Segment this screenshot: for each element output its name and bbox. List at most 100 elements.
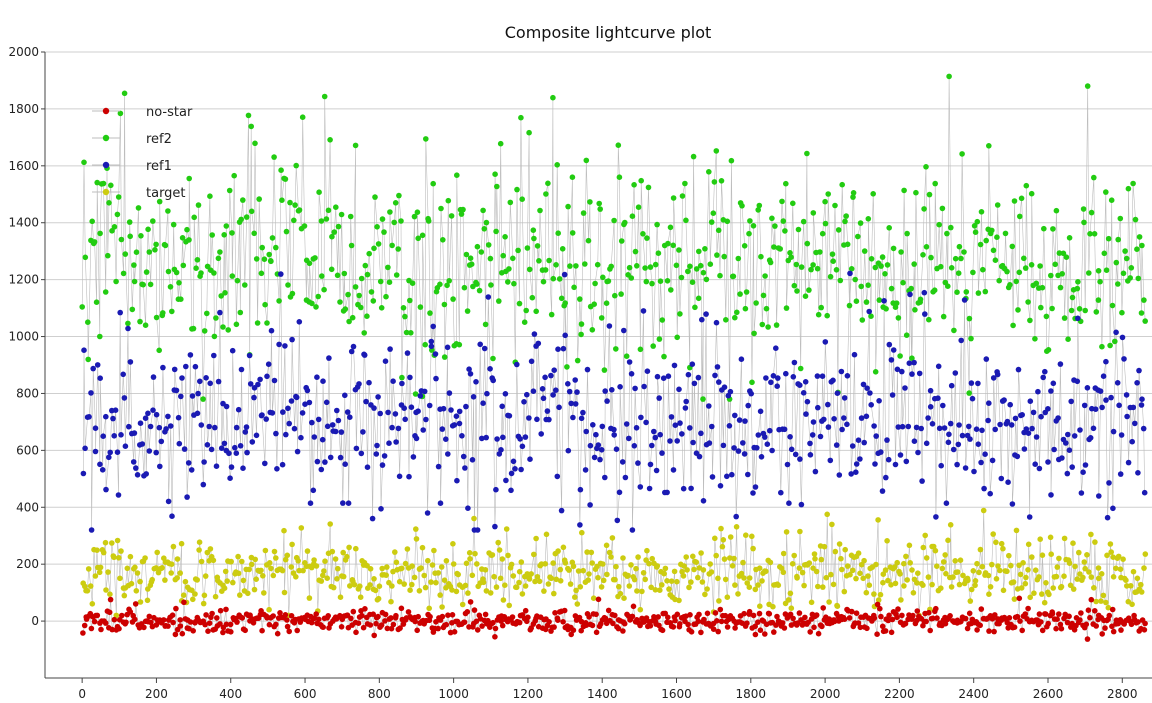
y-tick-label: 1200	[8, 273, 39, 287]
data-point-ref2	[243, 214, 250, 220]
data-point-target	[595, 574, 601, 581]
data-point-target	[901, 583, 907, 589]
data-point-ref2	[93, 299, 100, 306]
data-point-ref1	[609, 387, 615, 393]
data-point-ref1	[691, 380, 698, 387]
x-tick-label: 1600	[661, 687, 692, 701]
data-point-ref1	[171, 366, 178, 373]
data-point-ref1	[324, 423, 331, 430]
data-point-ref1	[990, 375, 997, 381]
data-point-target	[718, 525, 724, 532]
data-point-target	[499, 556, 506, 562]
data-point-ref1	[107, 449, 113, 456]
data-point-ref1	[981, 485, 987, 492]
data-point-ref1	[238, 366, 245, 373]
data-point-ref1	[264, 373, 270, 380]
data-point-ref2	[848, 266, 855, 272]
data-point-ref2	[587, 199, 593, 205]
data-point-no-star	[294, 627, 301, 634]
data-point-ref2	[700, 396, 706, 402]
data-point-target	[288, 564, 295, 570]
data-point-ref1	[940, 402, 946, 409]
data-point-ref1	[879, 488, 886, 494]
data-point-ref2	[970, 269, 976, 276]
data-point-target	[894, 559, 900, 566]
data-point-ref2	[223, 223, 230, 229]
data-point-ref1	[114, 449, 121, 456]
y-tick-label: 1600	[8, 159, 39, 173]
data-point-ref1	[800, 390, 807, 396]
data-point-no-star	[621, 620, 628, 627]
data-point-target	[266, 606, 272, 613]
data-point-ref2	[273, 244, 279, 251]
data-point-ref1	[987, 490, 993, 497]
data-point-no-star	[714, 618, 720, 624]
data-point-ref1	[1068, 398, 1074, 405]
data-point-ref2	[289, 290, 296, 297]
data-point-ref1	[387, 346, 393, 352]
data-point-ref1	[1045, 406, 1051, 412]
data-point-no-star	[615, 625, 622, 632]
data-point-target	[137, 599, 144, 605]
data-point-ref2	[556, 276, 563, 282]
data-point-ref1	[962, 465, 969, 471]
data-point-target	[113, 612, 120, 619]
data-point-ref1	[633, 425, 640, 431]
data-point-ref2	[659, 317, 666, 323]
data-point-no-star	[259, 627, 265, 634]
data-point-ref1	[544, 408, 551, 414]
data-point-no-star	[146, 613, 153, 620]
data-point-target	[948, 584, 955, 590]
data-point-ref1	[778, 489, 784, 496]
data-point-target	[808, 599, 815, 606]
data-point-target	[298, 525, 305, 531]
data-point-no-star	[712, 610, 719, 616]
data-point-ref2	[883, 306, 889, 312]
data-point-target	[970, 568, 977, 574]
data-point-ref1	[249, 439, 256, 445]
data-point-ref2	[1041, 225, 1047, 232]
data-point-ref2	[217, 249, 223, 255]
data-point-ref2	[665, 240, 671, 247]
data-point-no-star	[846, 615, 853, 621]
data-point-ref2	[102, 289, 109, 295]
data-point-target	[612, 576, 618, 583]
data-point-ref1	[1019, 412, 1025, 418]
data-point-ref1	[150, 407, 156, 414]
data-point-ref2	[152, 247, 158, 253]
data-point-target	[1016, 562, 1022, 569]
data-point-target	[284, 552, 291, 559]
data-point-ref1	[568, 400, 574, 407]
data-point-ref1	[401, 405, 408, 412]
data-point-target	[796, 565, 803, 571]
data-point-ref1	[729, 471, 735, 478]
data-point-ref1	[919, 478, 925, 484]
data-point-target	[789, 561, 796, 567]
data-point-ref1	[390, 378, 396, 385]
data-point-ref1	[982, 451, 988, 458]
data-point-target	[550, 560, 556, 566]
data-point-target	[567, 581, 574, 587]
data-point-ref2	[859, 317, 866, 323]
data-point-ref2	[198, 270, 204, 276]
data-point-ref2	[97, 333, 103, 340]
data-point-target	[980, 507, 987, 514]
data-point-ref1	[975, 380, 981, 387]
data-point-ref2	[932, 180, 938, 187]
data-point-ref2	[618, 291, 624, 297]
data-point-ref1	[685, 371, 692, 378]
data-point-ref1	[783, 370, 789, 377]
data-point-ref2	[687, 263, 693, 270]
data-point-no-star	[353, 629, 359, 636]
data-point-target	[799, 569, 806, 576]
series-points-layer	[79, 73, 1149, 642]
data-point-ref1	[614, 517, 621, 524]
data-point-ref2	[968, 335, 974, 342]
data-point-target	[419, 544, 426, 551]
data-point-ref1	[203, 375, 209, 381]
data-point-ref1	[915, 449, 921, 456]
data-point-ref1	[1139, 396, 1145, 403]
data-point-no-star	[674, 611, 681, 618]
data-point-ref2	[673, 262, 680, 269]
